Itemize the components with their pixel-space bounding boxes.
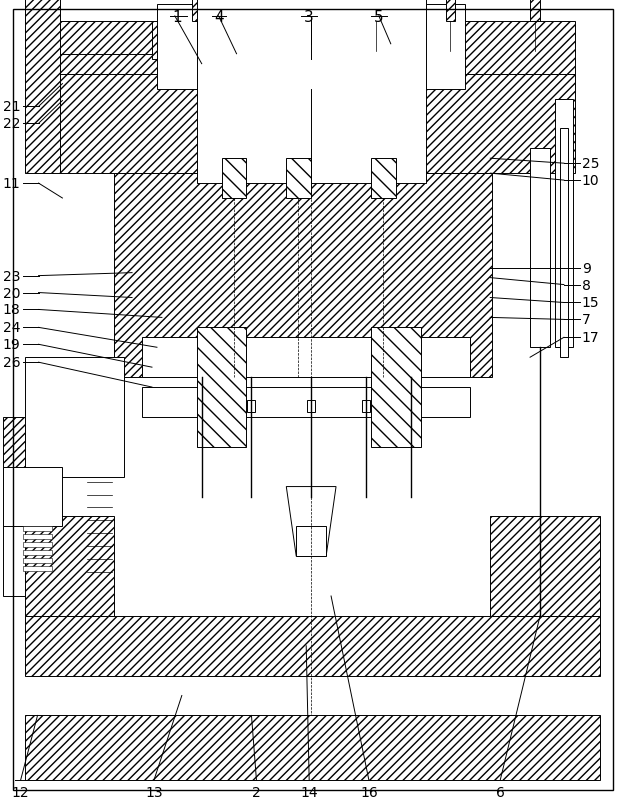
Bar [282, 0, 341, 22]
Text: 19: 19 [3, 338, 21, 352]
Text: 17: 17 [582, 331, 599, 345]
Text: 15: 15 [582, 296, 599, 310]
Text: 24: 24 [3, 321, 21, 335]
Text: 13: 13 [145, 785, 163, 799]
Bar [297, 527, 326, 557]
Bar [22, 566, 52, 572]
Bar [371, 0, 381, 22]
Bar [530, 0, 540, 22]
Bar [2, 417, 24, 527]
Text: 9: 9 [582, 261, 591, 275]
Bar [22, 535, 52, 540]
Text: 8: 8 [582, 278, 591, 292]
Text: 21: 21 [3, 100, 21, 115]
Bar [362, 400, 370, 412]
Bar [297, 45, 326, 90]
Text: 23: 23 [3, 269, 21, 283]
Text: 3: 3 [304, 10, 314, 25]
Text: 26: 26 [3, 356, 21, 370]
Text: 12: 12 [12, 785, 29, 799]
Bar [555, 99, 573, 348]
Bar [341, 59, 401, 95]
Bar [142, 338, 470, 378]
Bar [307, 400, 315, 412]
Text: 18: 18 [3, 303, 21, 317]
Bar [152, 22, 247, 59]
Bar [371, 328, 421, 448]
Bar [560, 129, 568, 358]
Bar [490, 516, 600, 616]
Text: 22: 22 [3, 117, 21, 132]
Bar [287, 159, 311, 199]
Bar [157, 5, 465, 90]
Bar [197, 0, 426, 184]
Polygon shape [114, 174, 492, 378]
Text: 14: 14 [300, 785, 318, 799]
Bar [530, 149, 550, 348]
Text: 5: 5 [374, 10, 384, 25]
Text: 2: 2 [252, 785, 261, 799]
Bar [2, 467, 62, 527]
Bar [24, 0, 60, 75]
Bar [222, 59, 282, 95]
Text: 1: 1 [172, 10, 182, 25]
Bar [197, 400, 206, 412]
Bar [22, 543, 52, 548]
Polygon shape [60, 75, 575, 174]
Bar [197, 328, 247, 448]
Bar [192, 0, 202, 22]
Bar [287, 20, 336, 78]
Text: 16: 16 [360, 785, 378, 799]
Bar [22, 527, 52, 532]
Bar [22, 550, 52, 556]
Text: 11: 11 [3, 177, 21, 191]
Bar [24, 516, 114, 616]
Bar [445, 0, 455, 22]
Bar [22, 558, 52, 564]
Bar [2, 516, 24, 596]
Bar [371, 159, 396, 199]
Text: 4: 4 [214, 10, 224, 25]
Text: 6: 6 [496, 785, 505, 799]
Text: 7: 7 [582, 313, 591, 327]
Polygon shape [24, 715, 600, 780]
Bar [407, 400, 415, 412]
Bar [247, 400, 255, 412]
Bar [356, 22, 450, 59]
Text: 10: 10 [582, 174, 599, 188]
Polygon shape [287, 487, 336, 557]
Bar [24, 358, 124, 477]
Text: 20: 20 [3, 286, 21, 300]
Polygon shape [60, 22, 575, 75]
Bar [142, 387, 470, 417]
Text: 25: 25 [582, 157, 599, 171]
Bar [60, 22, 152, 55]
Bar [24, 0, 60, 174]
Bar [222, 159, 247, 199]
Polygon shape [24, 616, 600, 676]
